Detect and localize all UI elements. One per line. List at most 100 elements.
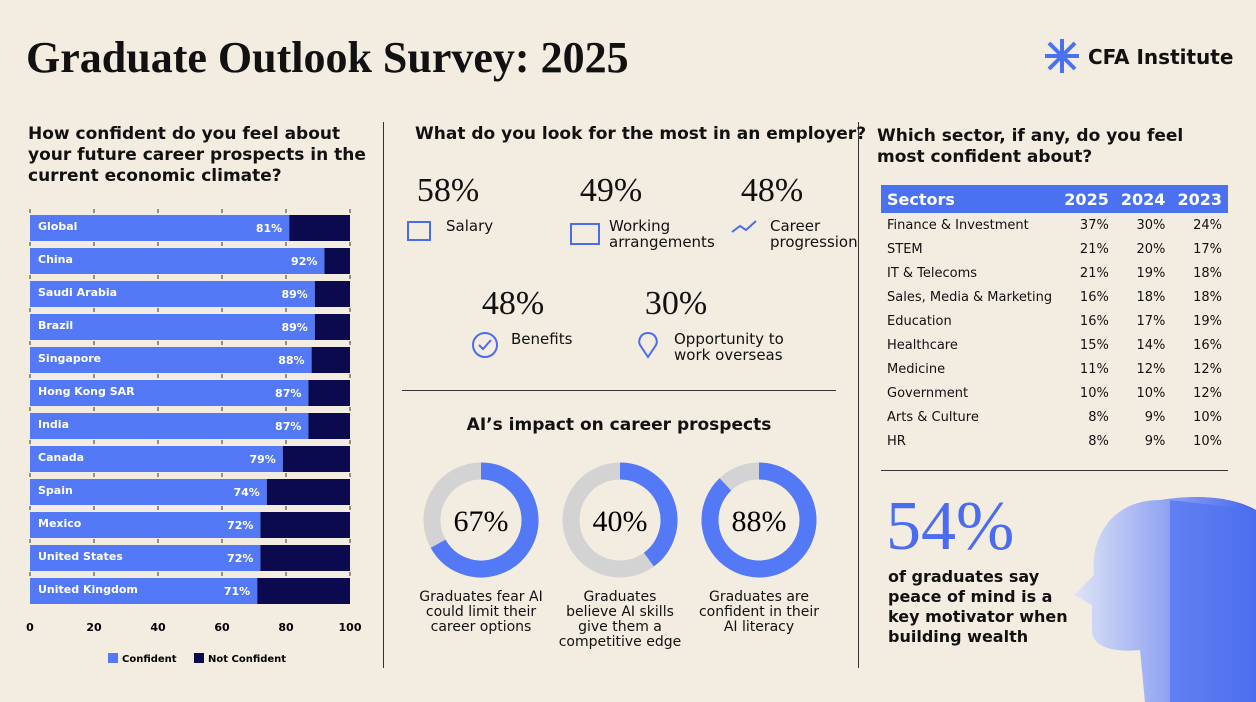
bar-segment — [257, 578, 350, 604]
category-label: Canada — [38, 451, 84, 464]
section-title: AI’s impact on career prospects — [466, 415, 772, 435]
table-cell: 9% — [1144, 409, 1166, 425]
table-row: Medicine 11% 12% 12% — [881, 357, 1228, 381]
icon — [730, 218, 762, 252]
table-cell: Arts & Culture — [887, 409, 979, 425]
table-cell: 18% — [1193, 265, 1222, 281]
bar-segment — [260, 545, 350, 571]
table-cell: Healthcare — [887, 337, 958, 353]
donut-slice — [423, 462, 482, 548]
x-tick-label: 0 — [26, 621, 34, 634]
x-tick-label: 40 — [150, 621, 166, 634]
icon — [634, 331, 666, 365]
category-label: Singapore — [38, 352, 101, 365]
bar-segment — [314, 281, 350, 307]
bar-segment — [30, 479, 267, 505]
x-tick-label: 20 — [86, 621, 102, 634]
bar-segment — [30, 347, 312, 373]
donut-caption: Graduates fear AI could limit their care… — [419, 589, 543, 635]
category-label: Saudi Arabia — [38, 286, 117, 299]
bar-segment — [282, 446, 350, 472]
category-label: United Kingdom — [38, 583, 138, 596]
table-cell: Education — [887, 313, 952, 329]
value-label: 87% — [275, 387, 301, 400]
bar-chart: 0 20 40 60 80 100 81% Global 92% China 89% Saudi Ar… — [26, 209, 362, 665]
bar-segment — [30, 380, 309, 406]
value-label: 79% — [249, 453, 275, 466]
employer-label: Salary — [446, 217, 494, 235]
table-row: HR 8% 9% 10% — [881, 429, 1228, 453]
header-cell: 2025 — [1058, 185, 1115, 213]
bar-segment — [30, 512, 261, 538]
table-cell: 21% — [1079, 265, 1109, 281]
icon — [406, 218, 438, 252]
bar-segment — [308, 380, 350, 406]
x-tick-label: 80 — [278, 621, 294, 634]
employer-label: Working arrangements — [609, 217, 715, 251]
table-cell: 20% — [1136, 241, 1166, 257]
table-cell: 10% — [1079, 385, 1109, 401]
legend-swatch — [194, 653, 204, 663]
table-cell: 18% — [1136, 289, 1166, 305]
employer-value: 49% — [579, 172, 643, 209]
table-cell: HR — [887, 433, 906, 449]
head-illustration — [1074, 497, 1256, 702]
x-tick-label: 60 — [214, 621, 230, 634]
icon — [569, 218, 601, 252]
table-cell: 12% — [1136, 361, 1166, 377]
title: Graduate Outlook Survey: 2025 — [26, 33, 629, 82]
category-label: Mexico — [38, 517, 82, 530]
donut-slice — [701, 462, 817, 578]
table-header: Sectors 2025 2024 2023 — [881, 185, 1228, 213]
donut-slice — [430, 462, 539, 578]
table-cell: 10% — [1193, 409, 1222, 425]
employer-label: Career progression — [770, 217, 858, 251]
stat-value: 54% — [886, 488, 1015, 565]
header-cell: Sectors — [881, 185, 1059, 213]
x-tick-label: 100 — [339, 621, 362, 634]
bar-segment — [30, 281, 315, 307]
bar-segment — [311, 347, 350, 373]
value-label: 72% — [227, 519, 253, 532]
table-cell: 37% — [1079, 217, 1109, 233]
value-label: 89% — [281, 321, 307, 334]
table-row: Education 16% 17% 19% — [881, 309, 1228, 333]
legend-swatch — [108, 653, 118, 663]
bar-segment — [324, 248, 350, 274]
category-label: China — [38, 253, 73, 266]
donut-slice — [562, 462, 654, 578]
table-cell: 19% — [1136, 265, 1166, 281]
category-label: United States — [38, 550, 123, 563]
table-cell: 12% — [1193, 385, 1222, 401]
separator — [402, 390, 836, 391]
employer-value: 58% — [416, 172, 480, 209]
table-cell: 21% — [1079, 241, 1109, 257]
table-row: Government 10% 10% 12% — [881, 381, 1228, 405]
value-label: 74% — [233, 486, 259, 499]
donut-charts: 67% 40% 88% — [423, 462, 817, 578]
table-cell: Sales, Media & Marketing — [887, 289, 1053, 305]
table-row: Arts & Culture 8% 9% 10% — [881, 405, 1228, 429]
separator — [881, 470, 1228, 471]
table-cell: Medicine — [887, 361, 946, 377]
icon — [471, 331, 503, 365]
legend-label: Not Confident — [208, 654, 286, 665]
donut-slice — [619, 462, 678, 567]
bar-segment — [266, 479, 350, 505]
employer-value: 48% — [740, 172, 804, 209]
bar-segment — [30, 545, 261, 571]
employer-label: Benefits — [511, 330, 573, 348]
table-cell: 17% — [1136, 313, 1166, 329]
donut-slice — [719, 462, 760, 491]
sector-table: Sectors 2025 2024 2023 Finance & Investment 3… — [881, 185, 1228, 453]
table-row: Finance & Investment 37% 30% 24% — [881, 213, 1228, 237]
table-row: IT & Telecoms 21% 19% 18% — [881, 261, 1228, 285]
table-cell: 8% — [1088, 433, 1109, 449]
divider — [858, 122, 859, 668]
category-label: Spain — [38, 484, 73, 497]
logo-icon — [1045, 39, 1079, 73]
category-label: India — [38, 418, 69, 431]
value-label: 92% — [291, 255, 317, 268]
legend-label: Confident — [122, 654, 177, 665]
